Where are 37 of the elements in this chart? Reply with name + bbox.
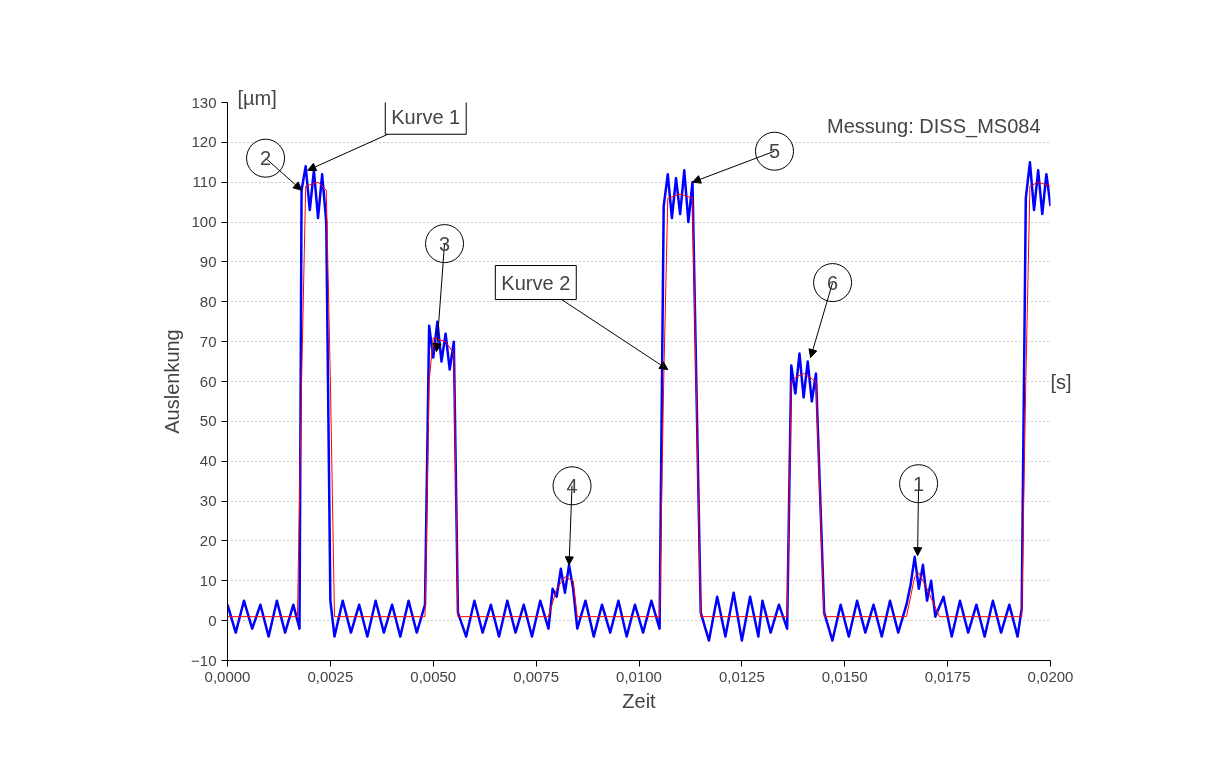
y-tick-label: 110: [192, 173, 217, 191]
x-tick-label: 0,0000: [204, 667, 251, 685]
y-tick-label: 50: [199, 412, 217, 430]
text: [s]: [1050, 370, 1072, 393]
y-tick-label: 130: [191, 93, 217, 111]
annotation: Messung: DISS_MS084: [827, 114, 1041, 138]
annotation: 6: [827, 271, 839, 294]
y-tick-label: −10: [191, 651, 217, 669]
y-tick-label: 30: [199, 492, 217, 510]
annotation: 5: [768, 140, 781, 163]
x-tick-label: 0,0100: [616, 667, 662, 685]
x-tick-label: 0,0025: [307, 667, 354, 685]
annotation: Kurve 2: [501, 271, 571, 294]
y-tick-label: 40: [199, 452, 217, 470]
y-tick-label: 20: [199, 531, 217, 549]
y-tick-label: 100: [191, 213, 217, 231]
annotation: 2: [260, 147, 272, 170]
x-tick-label: 0,0150: [821, 667, 868, 685]
x-tick-label: 0,0125: [718, 667, 765, 685]
y-tick-label: 80: [199, 292, 217, 310]
y-tick-label: 0: [208, 611, 217, 629]
annotation: Kurve 1: [391, 106, 461, 129]
y-axis-title: Auslenkung: [161, 329, 184, 434]
y-tick-label: 60: [199, 372, 217, 390]
x-tick-label: 0,0175: [924, 667, 971, 685]
y-tick-label: 90: [199, 252, 217, 270]
y-tick-label: 120: [191, 133, 217, 151]
x-tick-label: 0,0075: [513, 667, 560, 685]
annotation: 3: [438, 232, 451, 255]
annotation: 4: [566, 474, 578, 497]
x-axis-title: Zeit: [622, 689, 657, 712]
x-tick-label: 0,0200: [1027, 667, 1074, 685]
y-tick-label: 70: [199, 332, 217, 350]
annotation: [µm]: [237, 86, 277, 109]
y-tick-label: 10: [199, 571, 217, 589]
annotation: 1: [913, 472, 925, 495]
x-tick-label: 0,0050: [410, 667, 457, 685]
